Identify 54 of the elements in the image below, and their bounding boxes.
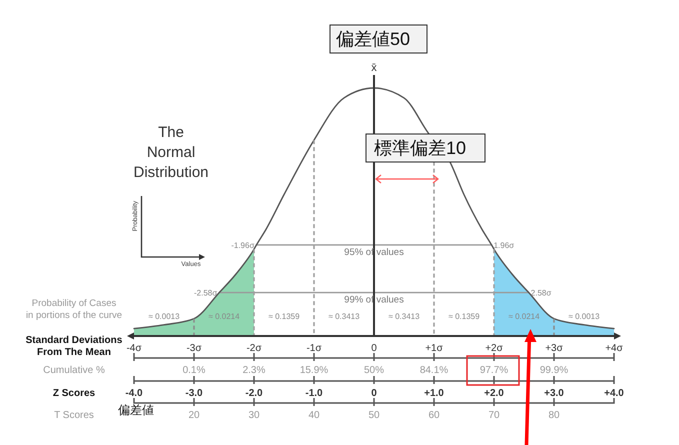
annotation: -2.58σ — [194, 288, 218, 298]
annotation: -1.96σ — [231, 240, 254, 250]
x2-axis-title: T Scores — [54, 410, 94, 420]
text: 偏差値 — [118, 403, 154, 417]
x2-tick-label: 20 — [188, 410, 200, 420]
annotation: 1.96σ — [494, 240, 514, 250]
text: The Normal Distribution — [133, 124, 209, 180]
annotation: ≈ 0.0214 — [208, 312, 240, 320]
annotation: ≈ 0.0013 — [568, 312, 600, 320]
annotation: ≈ 0.1359 — [268, 312, 300, 320]
x2-tick-label: 80 — [548, 410, 560, 420]
text: 15.9% — [300, 364, 328, 376]
x-tick-label: +4σ — [605, 342, 624, 354]
text: +1.0 — [424, 388, 444, 398]
annotation: ≈ 0.3413 — [328, 312, 360, 320]
annotation: ≈ 0.1359 — [448, 312, 480, 320]
x-tick-label: +2σ — [485, 342, 504, 354]
text: Probability of Cases in portions of the curve — [26, 298, 122, 320]
text: -3.0 — [185, 388, 204, 398]
text: +4.0 — [604, 388, 624, 398]
annotation: 2.58σ — [530, 288, 552, 298]
x-tick-label: -2σ — [246, 342, 262, 354]
text: 97.7% — [480, 364, 508, 376]
text: 99.9% — [540, 364, 568, 376]
x-tick-label: +1σ — [425, 342, 444, 354]
text: 2.3% — [242, 364, 266, 376]
text: 84.1% — [420, 364, 448, 376]
annotation: ≈ 0.0214 — [508, 312, 540, 320]
x2-tick-label: 40 — [308, 410, 320, 420]
text: +3.0 — [544, 388, 564, 398]
x2-tick-label: 50 — [368, 410, 380, 420]
x-tick-label: 0 — [371, 342, 378, 354]
x2-tick-label: 60 — [428, 410, 440, 420]
x-tick-label: -4σ — [126, 342, 142, 354]
text: 偏差値50 — [336, 29, 410, 49]
text: -2.0 — [245, 388, 264, 398]
text: +2.0 — [484, 388, 504, 398]
annotation: ≈ 0.3413 — [388, 312, 420, 320]
annotation: 標準偏差10 — [374, 138, 466, 158]
x-tick-label: -1σ — [306, 342, 322, 354]
x2-tick-label: 70 — [488, 410, 500, 420]
ref-line-label: x̄ — [371, 62, 378, 74]
text: 0.1% — [182, 364, 206, 376]
text: Cumulative % — [43, 364, 105, 376]
x-axis-title: Standard Deviations From The Mean — [26, 334, 123, 358]
x-tick-label: -3σ — [186, 342, 202, 354]
text: -4.0 — [125, 388, 144, 398]
x2-tick-label: 30 — [248, 410, 260, 420]
text: 50% — [364, 364, 384, 376]
text: 0 — [371, 388, 378, 398]
x-tick-label: +3σ — [545, 342, 564, 354]
text: Z Scores — [52, 388, 96, 398]
text: -1.0 — [305, 388, 324, 398]
annotation: ≈ 0.0013 — [148, 312, 180, 320]
